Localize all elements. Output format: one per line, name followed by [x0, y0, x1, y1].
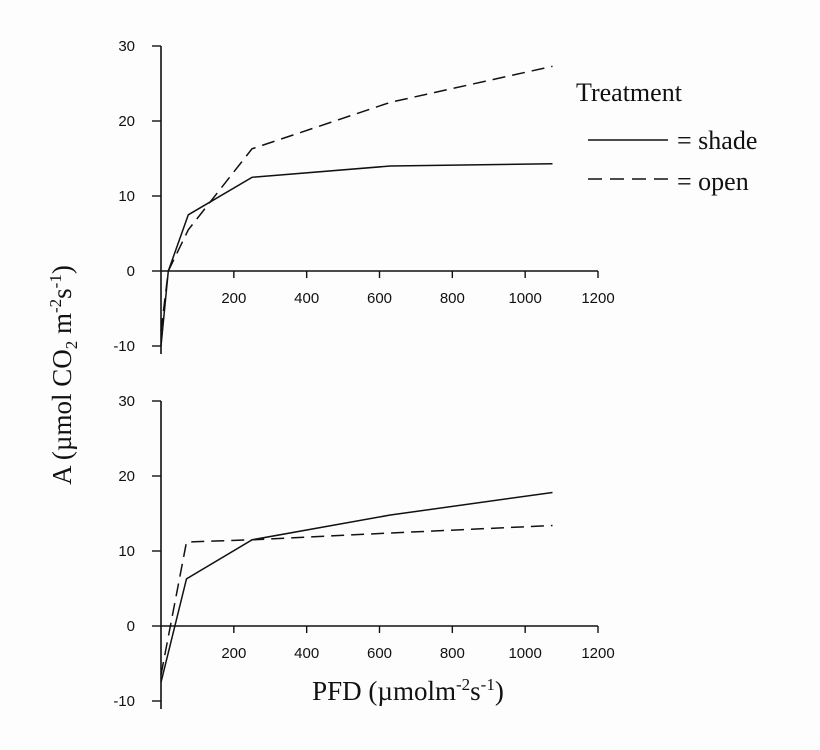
top-y-tick-label: 20 — [118, 113, 135, 130]
legend-label-open: = open — [677, 167, 749, 196]
top-series-open — [160, 65, 553, 332]
bottom-x-tick-labels: 200 400 600 800 1000 1200 — [221, 645, 614, 662]
top-x-tick-label: 200 — [221, 290, 246, 307]
bottom-series — [160, 491, 553, 683]
top-y-tick-labels: -10 0 10 20 30 — [113, 38, 135, 355]
bottom-y-tick-label: 20 — [118, 468, 135, 485]
top-series — [160, 65, 553, 347]
top-x-tick-label: 1200 — [581, 290, 614, 307]
legend: Treatment = shade = open — [576, 78, 757, 196]
bottom-x-tick-label: 600 — [367, 645, 392, 662]
bottom-x-tick-label: 200 — [221, 645, 246, 662]
top-y-tick-label: 0 — [127, 263, 135, 280]
x-axis-label: PFD (µmolm-2s-1) — [312, 675, 504, 706]
top-x-tick-labels: 200 400 600 800 1000 1200 — [221, 290, 614, 307]
top-x-tick-label: 400 — [294, 290, 319, 307]
top-x-tick-label: 800 — [440, 290, 465, 307]
top-x-tick-label: 1000 — [508, 290, 541, 307]
top-y-tick-label: 10 — [118, 188, 135, 205]
bottom-series-shade — [160, 491, 553, 683]
y-axis-label: A (µmol CO2 m-2s-1) — [46, 265, 81, 485]
top-series-shade — [160, 163, 553, 347]
legend-label-shade: = shade — [677, 126, 757, 155]
bottom-x-tick-label: 800 — [440, 645, 465, 662]
bottom-y-tick-label: -10 — [113, 693, 135, 710]
panel-bottom: -10 0 10 20 30 200 400 600 800 1000 1200 — [113, 393, 614, 710]
bottom-axes — [152, 400, 599, 709]
panel-top: -10 0 10 20 30 200 400 600 800 1000 1200 — [113, 38, 614, 355]
legend-title: Treatment — [576, 78, 683, 107]
top-x-tick-label: 600 — [367, 290, 392, 307]
top-axes — [152, 45, 599, 354]
bottom-y-tick-label: 0 — [127, 618, 135, 635]
top-y-tick-label: -10 — [113, 338, 135, 355]
bottom-x-tick-label: 1000 — [508, 645, 541, 662]
bottom-y-tick-label: 10 — [118, 543, 135, 560]
bottom-x-tick-label: 1200 — [581, 645, 614, 662]
top-y-tick-label: 30 — [118, 38, 135, 55]
bottom-y-tick-labels: -10 0 10 20 30 — [113, 393, 135, 710]
bottom-series-open — [160, 524, 553, 675]
bottom-x-tick-label: 400 — [294, 645, 319, 662]
bottom-y-tick-label: 30 — [118, 393, 135, 410]
